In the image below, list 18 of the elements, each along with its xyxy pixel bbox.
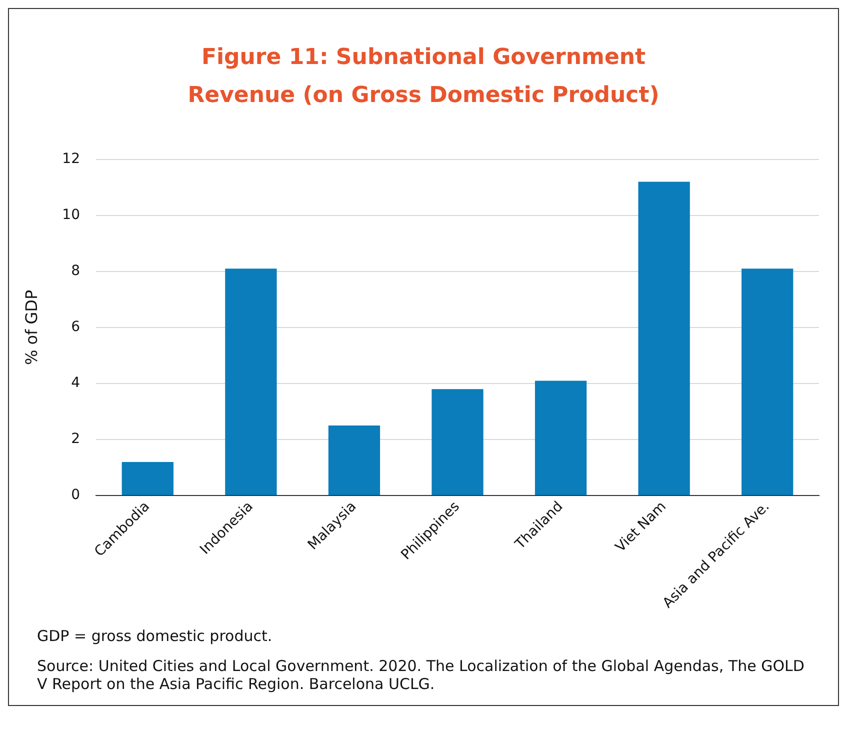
y-tick-label: 12	[62, 151, 80, 168]
y-tick-label: 10	[62, 207, 80, 224]
chart-title: Figure 11: Subnational Government Revenue (on Gross Domestic Product)	[186, 44, 660, 110]
y-tick-label: 4	[71, 375, 80, 392]
source-note: Source: United Cities and Local Government. 2020. The Localization of the Global Agendas, The GOLD V Report on the Asia Pacific Region. Barcelona UCLG.	[37, 657, 806, 693]
bar	[742, 268, 794, 496]
y-axis-title: % of GDP	[22, 290, 41, 366]
y-tick-label: 2	[71, 431, 80, 448]
bar	[638, 182, 690, 496]
y-tick-label: 6	[71, 319, 80, 336]
bar	[122, 462, 174, 496]
y-tick-label: 8	[71, 263, 80, 280]
bar	[328, 426, 380, 496]
y-tick-label: 0	[71, 487, 80, 504]
text: GDP = gross domestic product.	[37, 627, 274, 645]
bar	[534, 380, 587, 496]
bar	[432, 389, 484, 496]
bar	[225, 268, 277, 496]
